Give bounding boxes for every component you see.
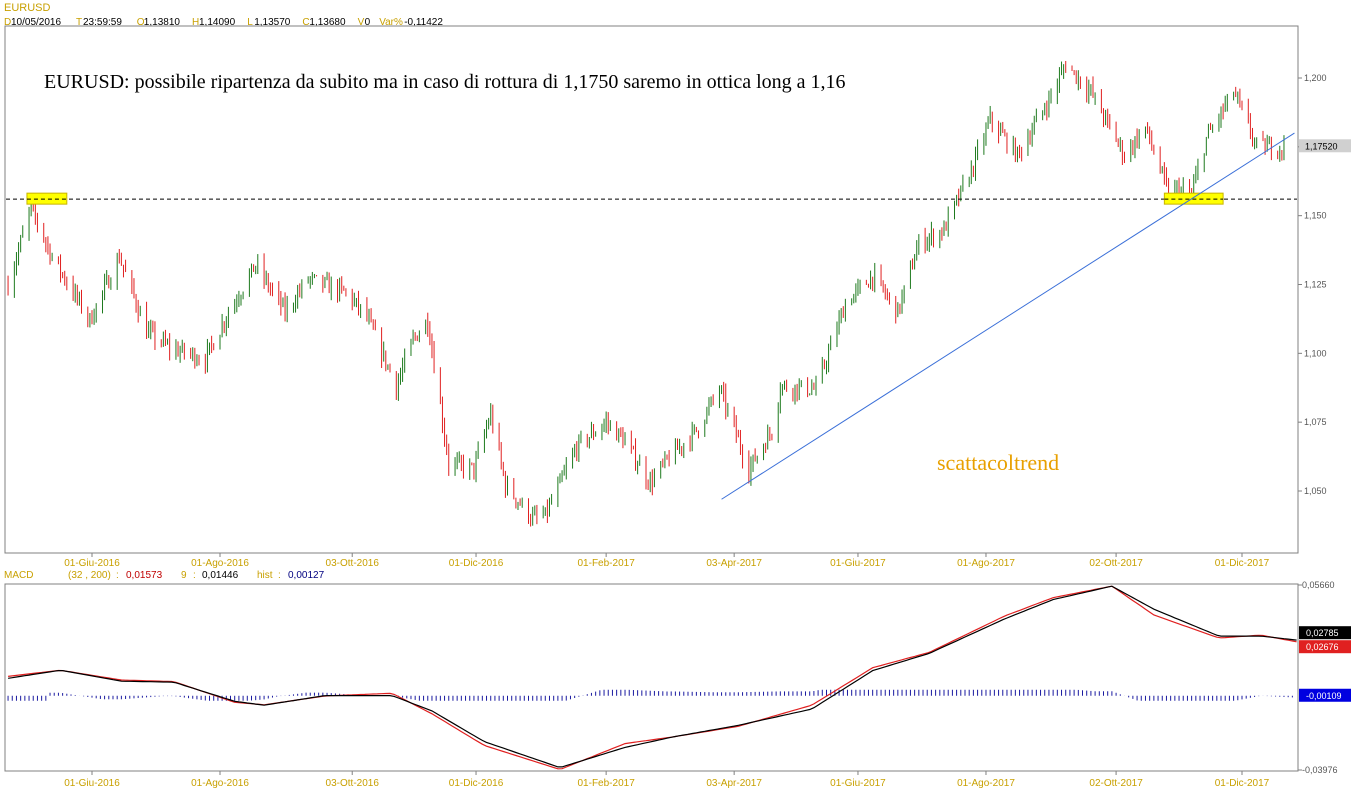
price-x-tick-label: 03-Ott-2016 bbox=[326, 558, 380, 569]
macd-y-axis: 0,05660 -0,03976 bbox=[1298, 580, 1338, 775]
support-highlight-box bbox=[26, 192, 68, 205]
header-field-label: V bbox=[358, 17, 365, 28]
price-y-tick-label: 1,050 bbox=[1304, 486, 1327, 496]
price-x-tick-label: 01-Giu-2016 bbox=[64, 558, 120, 569]
price-x-tick-label: 01-Ago-2016 bbox=[191, 558, 249, 569]
price-x-tick-label: 01-Feb-2017 bbox=[578, 558, 636, 569]
macd-value-tag-box bbox=[1299, 688, 1351, 702]
macd-panel[interactable] bbox=[4, 583, 1299, 772]
symbol-title: EURUSD bbox=[4, 2, 51, 14]
macd-x-tick-label: 01-Giu-2016 bbox=[64, 778, 120, 789]
header-field-label: H bbox=[192, 17, 199, 28]
price-candles bbox=[7, 60, 1285, 527]
price-x-tick-label: 01-Ago-2017 bbox=[957, 558, 1015, 569]
chart-headline: EURUSD: possibile ripartenza da subito m… bbox=[44, 71, 846, 93]
support-highlights bbox=[26, 192, 1224, 205]
header-field-value: 1,13680 bbox=[309, 17, 346, 28]
macd-value-tag-label: 0,02676 bbox=[1306, 642, 1339, 652]
header-field-label: Var% bbox=[379, 17, 403, 28]
header-field-label: T bbox=[76, 17, 82, 28]
price-x-tick-label: 02-Ott-2017 bbox=[1089, 558, 1143, 569]
macd-x-axis: 01-Giu-2016 01-Ago-2016 03-Ott-2016 01-Dic-… bbox=[64, 771, 1270, 789]
header-field-value: 1,13570 bbox=[254, 17, 291, 28]
last-price-box bbox=[1299, 139, 1351, 153]
macd-legend-signal: 0,01446 bbox=[202, 570, 239, 581]
header-field-value: 23:59:59 bbox=[83, 17, 122, 28]
macd-line bbox=[8, 585, 1297, 768]
macd-x-tick-label: 02-Ott-2017 bbox=[1089, 778, 1143, 789]
macd-legend: MACD (32 , 200) : 0,01573 9 : 0,01446 hi… bbox=[4, 570, 325, 581]
price-x-tick-label: 01-Giu-2017 bbox=[830, 558, 886, 569]
price-y-tick-label: 1,125 bbox=[1304, 280, 1327, 290]
macd-legend-signal-period: 9 bbox=[181, 570, 187, 581]
macd-value-tag-label: 0,02785 bbox=[1306, 628, 1339, 638]
macd-legend-hist-label: hist bbox=[257, 570, 273, 581]
macd-value-tags: 0,02785 0,02676 -0,00109 bbox=[1299, 626, 1351, 702]
trendline[interactable] bbox=[721, 132, 1295, 500]
header-field-value: 10/05/2016 bbox=[11, 17, 61, 28]
macd-x-tick-label: 03-Apr-2017 bbox=[706, 778, 762, 789]
macd-legend-params: (32 , 200) bbox=[68, 570, 111, 581]
header-field-label: D bbox=[4, 17, 11, 28]
ohlc-header: D 10/05/2016 T 23:59:59 O 1,13810 H 1,14090 L 1,1… bbox=[4, 17, 443, 28]
price-y-tick-label: 1,200 bbox=[1304, 73, 1327, 83]
macd-y-tick-label: -0,03976 bbox=[1302, 765, 1338, 775]
last-price-tag: 1,17520 bbox=[1299, 139, 1351, 153]
macd-x-tick-label: 01-Dic-2016 bbox=[449, 778, 504, 789]
macd-y-tick-label: 0,05660 bbox=[1302, 580, 1335, 590]
header-field-value: 1,13810 bbox=[144, 17, 181, 28]
macd-x-tick-label: 01-Dic-2017 bbox=[1215, 778, 1270, 789]
macd-x-tick-label: 01-Feb-2017 bbox=[578, 778, 636, 789]
header-field-value: 1,14090 bbox=[199, 17, 236, 28]
watermark-text: scattacoltrend bbox=[937, 450, 1059, 475]
macd-legend-value: 0,01573 bbox=[126, 570, 163, 581]
price-x-axis: 01-Giu-2016 01-Ago-2016 03-Ott-2016 01-Dic-… bbox=[64, 553, 1270, 569]
macd-value-tag-box bbox=[1299, 626, 1351, 640]
price-x-tick-label: 01-Dic-2016 bbox=[449, 558, 504, 569]
header-field-label: L bbox=[247, 17, 253, 28]
svg-text:MACD (32 , 200) :: MACD (32 , 200) : 0,01573 9 : 0,01446 hi… bbox=[4, 570, 325, 581]
macd-x-tick-label: 03-Ott-2016 bbox=[326, 778, 380, 789]
macd-x-tick-label: 01-Giu-2017 bbox=[830, 778, 886, 789]
price-y-tick-label: 1,100 bbox=[1304, 348, 1327, 358]
header-field-value: 0 bbox=[365, 17, 371, 28]
macd-x-tick-label: 01-Ago-2016 bbox=[191, 778, 249, 789]
macd-legend-name: MACD bbox=[4, 570, 33, 581]
price-y-tick-label: 1,150 bbox=[1304, 211, 1327, 221]
header-field-value: -0,11422 bbox=[404, 17, 443, 28]
macd-legend-hist: 0,00127 bbox=[288, 570, 325, 581]
macd-value-tag-box bbox=[1299, 640, 1351, 654]
price-x-tick-label: 01-Dic-2017 bbox=[1215, 558, 1270, 569]
last-price-label: 1,17520 bbox=[1305, 141, 1338, 151]
header-field-label: C bbox=[302, 17, 309, 28]
price-panel[interactable] bbox=[4, 25, 1299, 554]
header-field-label: O bbox=[137, 17, 145, 28]
macd-value-tag-label: -0,00109 bbox=[1306, 691, 1342, 701]
price-x-tick-label: 03-Apr-2017 bbox=[706, 558, 762, 569]
macd-x-tick-label: 01-Ago-2017 bbox=[957, 778, 1015, 789]
price-y-tick-label: 1,075 bbox=[1304, 417, 1327, 427]
